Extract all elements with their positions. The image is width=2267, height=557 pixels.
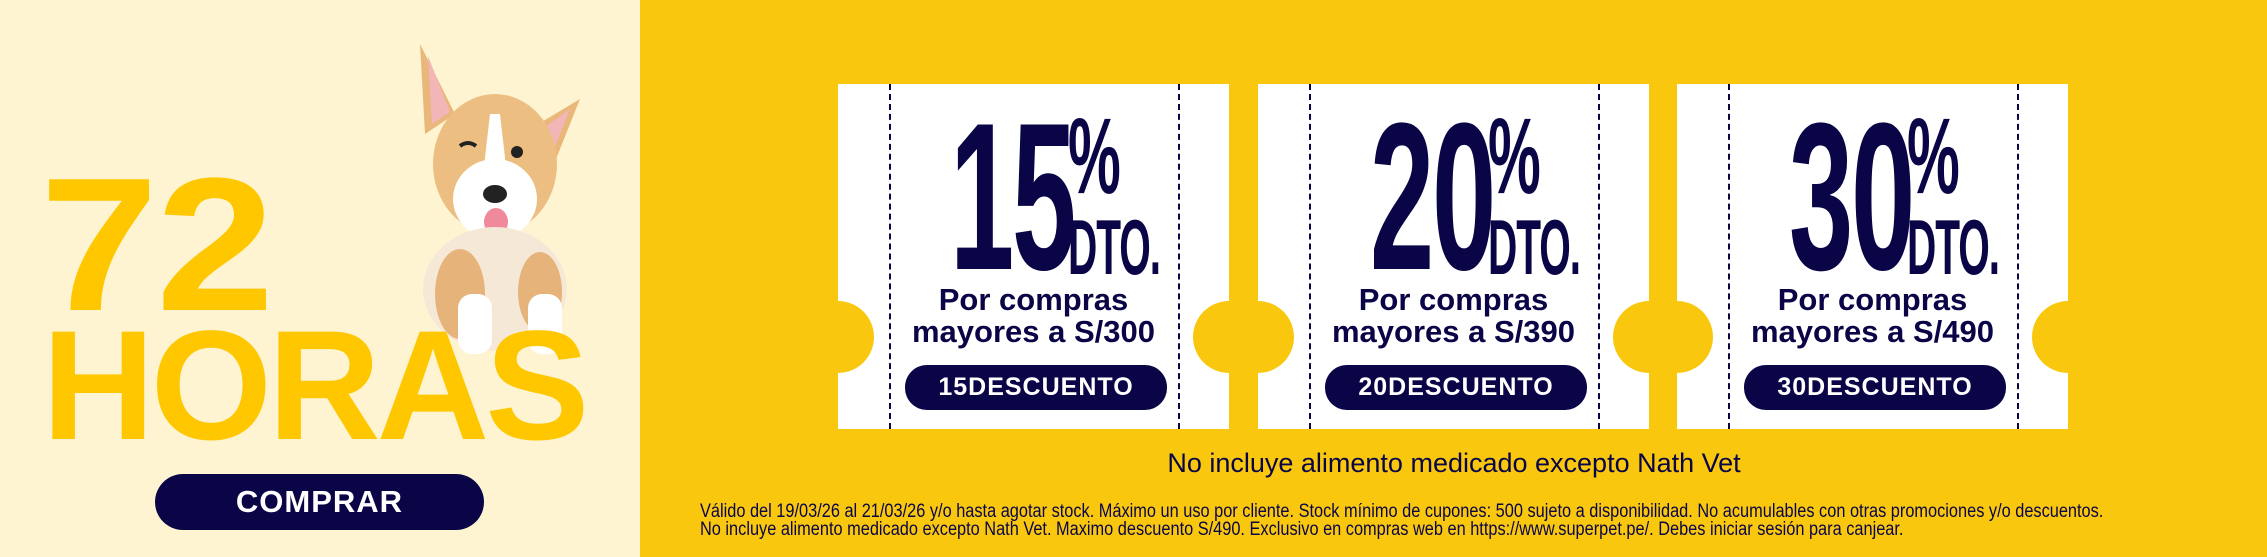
discount-percent: 30: [1789, 84, 1915, 314]
coupon-30: 30 % DTO. Por compras mayores a S/490 30D…: [1677, 84, 2068, 429]
promo-panel: 72 HORAS COMPRAR: [0, 0, 640, 557]
coupon-condition: Por compras mayores a S/390: [1258, 284, 1649, 348]
fine-print: Válido del 19/03/26 al 21/03/26 y/o hast…: [700, 501, 2104, 540]
discount-percent: 20: [1370, 84, 1496, 314]
headline-word: HORAS: [42, 299, 589, 473]
coupon-code-button[interactable]: 20DESCUENTO: [1325, 365, 1587, 410]
coupon-20: 20 % DTO. Por compras mayores a S/390 20D…: [1258, 84, 1649, 429]
coupon-code-button[interactable]: 30DESCUENTO: [1744, 365, 2006, 410]
comprar-button[interactable]: COMPRAR: [155, 474, 484, 530]
fine-print-line2: No incluye alimento medicado excepto Nat…: [700, 519, 1904, 540]
percent-symbol: %: [1488, 95, 1541, 216]
discount-suffix: DTO.: [1068, 203, 1161, 291]
dashed-line: [1598, 84, 1600, 429]
headline-number: 72: [40, 139, 274, 351]
discount-suffix: DTO.: [1907, 203, 2000, 291]
coupon-15: 15 % DTO. Por compras mayores a S/300 15D…: [838, 84, 1229, 429]
dashed-line: [1728, 84, 1730, 429]
condition-line1: Por compras: [1777, 282, 1968, 317]
condition-line2: mayores a S/300: [911, 314, 1155, 349]
percent-symbol: %: [1907, 95, 1960, 216]
condition-line2: mayores a S/390: [1331, 314, 1575, 349]
coupon-condition: Por compras mayores a S/300: [838, 284, 1229, 348]
dashed-line: [889, 84, 891, 429]
dashed-line: [1178, 84, 1180, 429]
coupon-condition: Por compras mayores a S/490: [1677, 284, 2068, 348]
discount-percent: 15: [950, 84, 1076, 314]
dashed-line: [1309, 84, 1311, 429]
condition-line2: mayores a S/490: [1750, 314, 1994, 349]
coupon-code-button[interactable]: 15DESCUENTO: [905, 365, 1167, 410]
corgi-puppy-image: [420, 44, 580, 354]
dashed-line: [2017, 84, 2019, 429]
percent-symbol: %: [1068, 95, 1121, 216]
condition-line1: Por compras: [938, 282, 1129, 317]
exclusion-note: No incluye alimento medicado excepto Nat…: [1167, 448, 1741, 478]
discount-suffix: DTO.: [1488, 203, 1581, 291]
fine-print-line1: Válido del 19/03/26 al 21/03/26 y/o hast…: [700, 501, 2104, 522]
condition-line1: Por compras: [1358, 282, 1549, 317]
